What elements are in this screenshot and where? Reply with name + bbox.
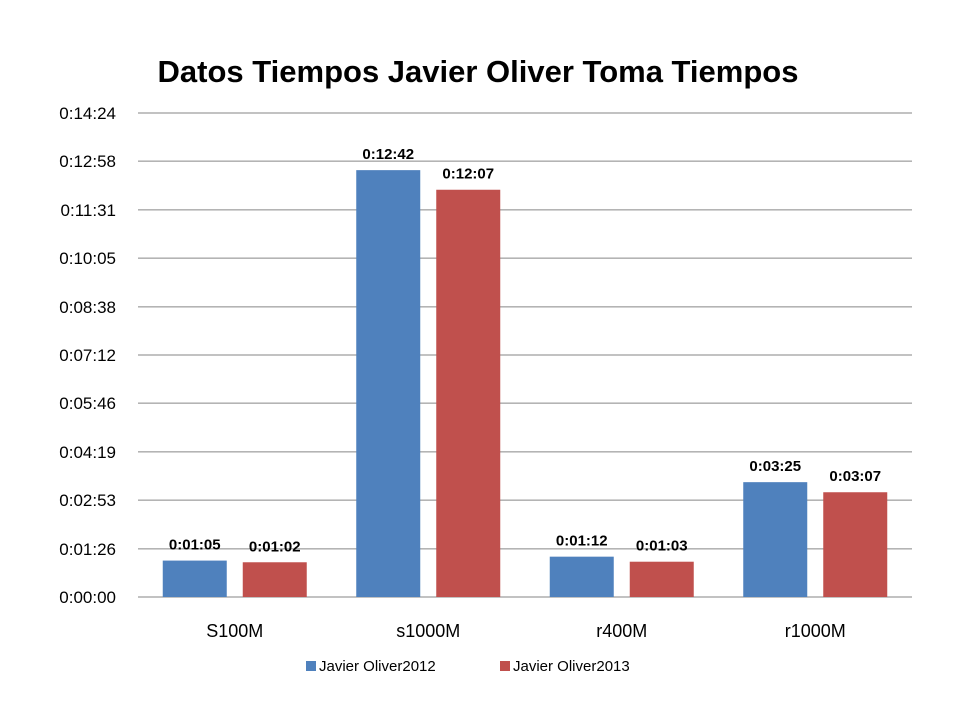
data-label: 0:01:05	[169, 537, 221, 554]
data-label: 0:03:07	[829, 468, 881, 485]
legend: Javier Oliver2012 Javier Oliver2013	[306, 658, 630, 675]
bar-r1000M-0	[743, 482, 808, 597]
data-labels: 0:01:05 0:01:02 0:12:42 0:12:07 0:01:12 0:01:…	[169, 146, 881, 555]
x-category-label: r400M	[596, 621, 647, 641]
x-axis-categories: S100M s1000M r400M r1000M	[206, 621, 846, 641]
bar-s1000M-0	[356, 170, 421, 597]
data-label: 0:01:12	[556, 533, 608, 550]
bar-s1000M-1	[436, 189, 501, 598]
x-category-label: S100M	[206, 621, 263, 641]
bar-r400M-1	[629, 561, 694, 597]
y-tick-label: 0:12:58	[59, 152, 116, 171]
x-category-label: s1000M	[396, 621, 460, 641]
chart-title: Datos Tiempos Javier Oliver Toma Tiempos	[158, 54, 799, 89]
bar-r400M-0	[549, 556, 614, 597]
bar-r1000M-1	[823, 492, 888, 597]
gridlines	[138, 112, 912, 598]
legend-label: Javier Oliver2012	[319, 658, 436, 675]
bar-S100M-1	[242, 562, 307, 597]
data-label: 0:12:42	[362, 146, 414, 163]
data-label: 0:01:02	[249, 538, 301, 555]
y-tick-label: 0:14:24	[59, 104, 116, 123]
y-tick-label: 0:08:38	[59, 298, 116, 317]
y-tick-label: 0:01:26	[59, 540, 116, 559]
y-axis-ticks: 0:00:00 0:01:26 0:02:53 0:04:19 0:05:46 0:07:…	[59, 104, 116, 607]
data-label: 0:01:03	[636, 538, 688, 555]
y-tick-label: 0:10:05	[59, 249, 116, 268]
bars	[162, 170, 888, 598]
y-tick-label: 0:00:00	[59, 588, 116, 607]
data-label: 0:12:07	[442, 166, 494, 183]
y-tick-label: 0:05:46	[59, 394, 116, 413]
legend-swatch	[500, 661, 510, 671]
y-tick-label: 0:04:19	[59, 443, 116, 462]
y-tick-label: 0:07:12	[59, 346, 116, 365]
legend-label: Javier Oliver2013	[513, 658, 630, 675]
y-tick-label: 0:02:53	[59, 491, 116, 510]
x-category-label: r1000M	[785, 621, 846, 641]
legend-swatch	[306, 661, 316, 671]
y-tick-label: 0:11:31	[61, 201, 116, 220]
bar-S100M-0	[162, 560, 227, 597]
data-label: 0:03:25	[749, 458, 801, 475]
